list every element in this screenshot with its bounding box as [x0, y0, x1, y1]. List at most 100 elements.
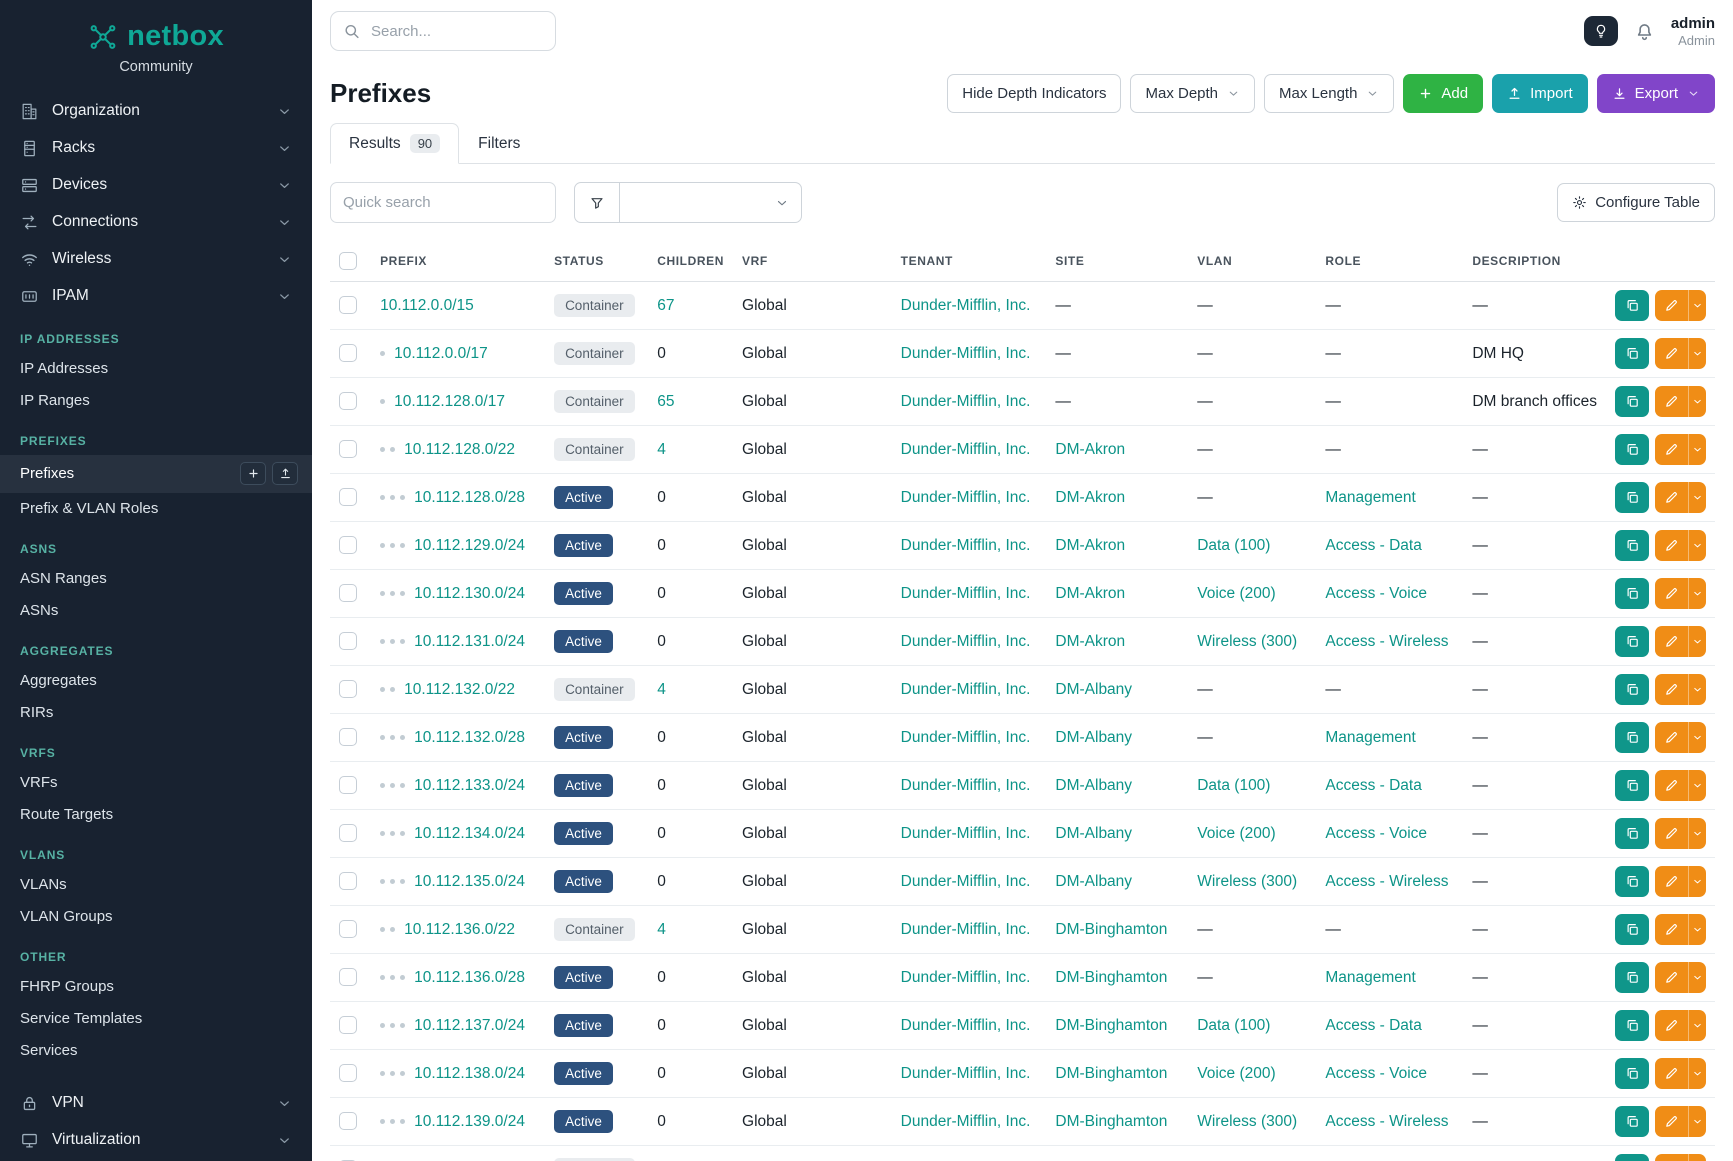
- edit-dropdown-button[interactable]: [1688, 818, 1706, 849]
- site-link[interactable]: DM-Binghamton: [1055, 968, 1168, 986]
- column-header-tenant[interactable]: TENANT: [891, 241, 1047, 282]
- column-header-prefix[interactable]: PREFIX: [371, 241, 546, 282]
- site-link[interactable]: DM-Albany: [1055, 680, 1133, 698]
- children-link[interactable]: 4: [657, 440, 666, 458]
- edit-button[interactable]: [1655, 434, 1688, 465]
- notifications-button[interactable]: [1634, 21, 1655, 42]
- site-link[interactable]: DM-Akron: [1055, 536, 1126, 554]
- sidebar-item-ipam[interactable]: IPAM: [0, 278, 312, 315]
- copy-button[interactable]: [1615, 482, 1649, 513]
- edit-dropdown-button[interactable]: [1688, 338, 1706, 369]
- prefix-link[interactable]: 10.112.0.0/17: [394, 344, 488, 362]
- row-checkbox[interactable]: [339, 728, 357, 747]
- edit-dropdown-button[interactable]: [1688, 962, 1706, 993]
- vlan-link[interactable]: Voice (200): [1197, 1064, 1276, 1082]
- row-checkbox[interactable]: [339, 872, 357, 891]
- edit-dropdown-button[interactable]: [1688, 1010, 1706, 1041]
- sidebar-item-racks[interactable]: Racks: [0, 130, 312, 167]
- prefix-link[interactable]: 10.112.129.0/24: [414, 536, 525, 554]
- copy-button[interactable]: [1615, 338, 1649, 369]
- vlan-link[interactable]: Wireless (300): [1197, 632, 1298, 650]
- site-link[interactable]: DM-Binghamton: [1055, 1016, 1168, 1034]
- row-checkbox[interactable]: [339, 920, 357, 939]
- prefix-link[interactable]: 10.112.128.0/28: [414, 488, 525, 506]
- user-menu[interactable]: admin Admin: [1671, 15, 1715, 48]
- edit-button[interactable]: [1655, 290, 1688, 321]
- children-link[interactable]: 67: [657, 296, 675, 314]
- edit-button[interactable]: [1655, 722, 1688, 753]
- edit-dropdown-button[interactable]: [1688, 770, 1706, 801]
- tenant-link[interactable]: Dunder-Mifflin, Inc.: [900, 1064, 1031, 1082]
- edit-dropdown-button[interactable]: [1688, 626, 1706, 657]
- edit-button[interactable]: [1655, 818, 1688, 849]
- prefix-link[interactable]: 10.112.131.0/24: [414, 632, 525, 650]
- export-dropdown-button[interactable]: Export: [1596, 74, 1715, 113]
- tenant-link[interactable]: Dunder-Mifflin, Inc.: [900, 824, 1031, 842]
- prefix-link[interactable]: 10.112.134.0/24: [414, 824, 525, 842]
- site-link[interactable]: DM-Akron: [1055, 440, 1126, 458]
- column-header-children[interactable]: CHILDREN: [648, 241, 734, 282]
- prefix-link[interactable]: 10.112.128.0/17: [394, 392, 505, 410]
- tenant-link[interactable]: Dunder-Mifflin, Inc.: [900, 296, 1031, 314]
- row-checkbox[interactable]: [339, 1112, 357, 1131]
- row-checkbox[interactable]: [339, 632, 357, 651]
- row-checkbox[interactable]: [339, 296, 357, 315]
- tenant-link[interactable]: Dunder-Mifflin, Inc.: [900, 776, 1031, 794]
- tenant-link[interactable]: Dunder-Mifflin, Inc.: [900, 968, 1031, 986]
- prefix-link[interactable]: 10.112.138.0/24: [414, 1064, 525, 1082]
- sidebar-item-devices[interactable]: Devices: [0, 167, 312, 204]
- role-link[interactable]: Access - Data: [1325, 536, 1422, 554]
- vlan-link[interactable]: Voice (200): [1197, 584, 1276, 602]
- site-link[interactable]: DM-Albany: [1055, 872, 1133, 890]
- sidebar-item-connections[interactable]: Connections: [0, 204, 312, 241]
- edit-dropdown-button[interactable]: [1688, 674, 1706, 705]
- copy-button[interactable]: [1615, 722, 1649, 753]
- sidebar-item-asns[interactable]: ASNs: [0, 595, 312, 627]
- site-link[interactable]: DM-Binghamton: [1055, 1064, 1168, 1082]
- row-checkbox[interactable]: [339, 344, 357, 363]
- prefix-link[interactable]: 10.112.0.0/15: [380, 296, 474, 314]
- edit-button[interactable]: [1655, 386, 1688, 417]
- site-link[interactable]: DM-Albany: [1055, 776, 1133, 794]
- row-checkbox[interactable]: [339, 392, 357, 411]
- prefix-link[interactable]: 10.112.136.0/22: [404, 920, 515, 938]
- edit-button[interactable]: [1655, 770, 1688, 801]
- edit-button[interactable]: [1655, 1106, 1688, 1137]
- vlan-link[interactable]: Data (100): [1197, 1016, 1271, 1034]
- site-link[interactable]: DM-Binghamton: [1055, 920, 1168, 938]
- vlan-link[interactable]: Voice (200): [1197, 824, 1276, 842]
- sidebar-item-virtualization[interactable]: Virtualization: [0, 1122, 312, 1159]
- edit-dropdown-button[interactable]: [1688, 290, 1706, 321]
- edit-dropdown-button[interactable]: [1688, 1106, 1706, 1137]
- role-link[interactable]: Access - Data: [1325, 776, 1422, 794]
- edit-dropdown-button[interactable]: [1688, 866, 1706, 897]
- role-link[interactable]: Management: [1325, 968, 1416, 986]
- sidebar-item-vlans[interactable]: VLANs: [0, 869, 312, 901]
- role-link[interactable]: Access - Voice: [1325, 1064, 1428, 1082]
- edit-button[interactable]: [1655, 338, 1688, 369]
- children-link[interactable]: 65: [657, 392, 675, 410]
- sidebar-item-ip-addresses[interactable]: IP Addresses: [0, 353, 312, 385]
- prefix-link[interactable]: 10.112.133.0/24: [414, 776, 525, 794]
- role-link[interactable]: Access - Data: [1325, 1016, 1422, 1034]
- edit-button[interactable]: [1655, 578, 1688, 609]
- role-link[interactable]: Access - Wireless: [1325, 1112, 1449, 1130]
- sidebar-item-vpn[interactable]: VPN: [0, 1085, 312, 1122]
- column-header-status[interactable]: STATUS: [545, 241, 649, 282]
- filter-button[interactable]: [574, 182, 620, 223]
- column-header-role[interactable]: ROLE: [1316, 241, 1464, 282]
- tenant-link[interactable]: Dunder-Mifflin, Inc.: [900, 440, 1031, 458]
- sidebar-item-prefix-vlan-roles[interactable]: Prefix & VLAN Roles: [0, 493, 312, 525]
- prefix-link[interactable]: 10.112.132.0/22: [404, 680, 515, 698]
- tenant-link[interactable]: Dunder-Mifflin, Inc.: [900, 584, 1031, 602]
- quick-import-button[interactable]: [272, 462, 298, 485]
- dark-mode-toggle[interactable]: [1583, 16, 1618, 46]
- copy-button[interactable]: [1615, 626, 1649, 657]
- role-link[interactable]: Management: [1325, 728, 1416, 746]
- add-button[interactable]: Add: [1403, 74, 1484, 113]
- edit-button[interactable]: [1655, 1010, 1688, 1041]
- sidebar-item-vrfs[interactable]: VRFs: [0, 767, 312, 799]
- tenant-link[interactable]: Dunder-Mifflin, Inc.: [900, 488, 1031, 506]
- import-button[interactable]: Import: [1492, 74, 1588, 113]
- vlan-link[interactable]: Wireless (300): [1197, 872, 1298, 890]
